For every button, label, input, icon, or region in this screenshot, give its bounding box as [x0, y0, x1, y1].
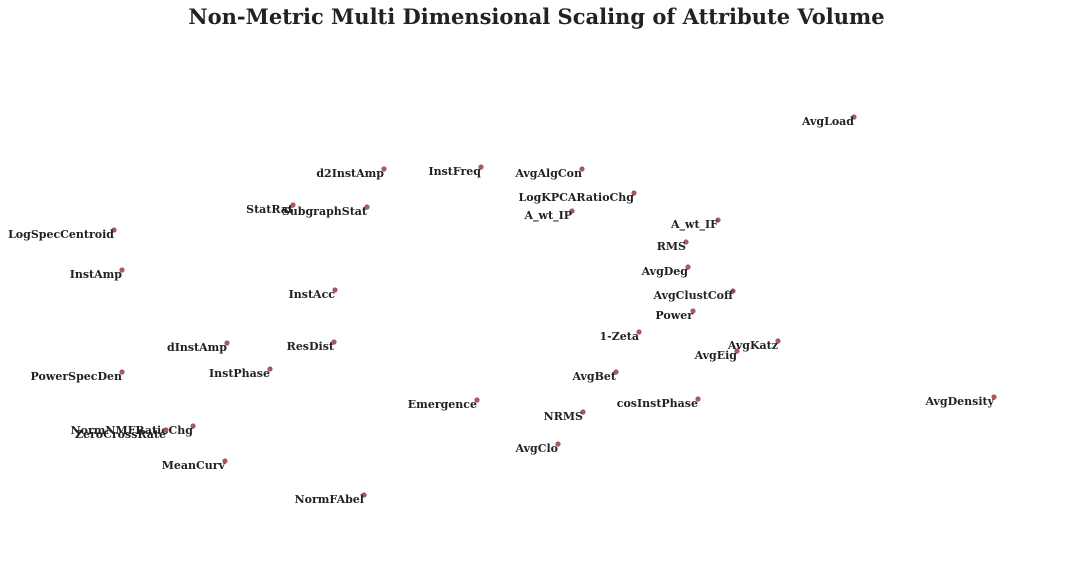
point-marker: [690, 308, 696, 314]
point-label: ResDist: [287, 340, 335, 353]
point-marker: [190, 423, 196, 429]
point-label: InstFreq: [428, 165, 481, 178]
point-label: NormFAbel: [295, 493, 364, 506]
point-marker: [332, 287, 338, 293]
point-marker: [119, 369, 125, 375]
point-label: InstAcc: [289, 288, 336, 301]
point-label: Power: [655, 309, 693, 322]
point-marker: [381, 166, 387, 172]
point-label: 1-Zeta: [600, 330, 639, 343]
point-marker: [224, 340, 230, 346]
point-label: LogKPCARatioChg: [519, 191, 635, 204]
point-marker: [685, 264, 691, 270]
point-label: Emergence: [408, 398, 477, 411]
point-marker: [555, 441, 561, 447]
points-layer: AvgLoad d2InstAmp InstFreq AvgAlgCon LogKPCA…: [8, 114, 997, 506]
point-marker: [715, 217, 721, 223]
point-label: StatRat: [246, 203, 294, 216]
point-marker: [580, 409, 586, 415]
point-label: cosInstPhase: [617, 397, 698, 410]
point-label: d2InstAmp: [316, 167, 384, 180]
point-label: PowerSpecDen: [31, 370, 122, 383]
point-label: MeanCurv: [162, 459, 226, 472]
point-label: NormNMFRatioChg: [71, 424, 194, 437]
point-label: AvgClustCoff: [653, 289, 734, 302]
point-label: InstAmp: [70, 268, 123, 281]
point-marker: [730, 288, 736, 294]
point-marker: [478, 164, 484, 170]
point-marker: [290, 202, 296, 208]
point-marker: [222, 458, 228, 464]
point-label: ZeroCrossRate: [75, 428, 166, 441]
point-label: SubgraphStat: [282, 205, 368, 218]
point-marker: [775, 338, 781, 344]
point-marker: [361, 492, 367, 498]
point-marker: [851, 114, 857, 120]
point-label: AvgDensity: [924, 395, 994, 408]
point-marker: [695, 396, 701, 402]
point-label: LogSpecCentroid: [8, 228, 114, 241]
point-label: NRMS: [544, 410, 583, 423]
point-marker: [636, 329, 642, 335]
point-label: AvgKatz: [727, 339, 778, 352]
point-marker: [734, 348, 740, 354]
point-marker: [683, 239, 689, 245]
point-label: AvgBet: [571, 370, 616, 383]
point-marker: [163, 427, 169, 433]
point-marker: [631, 190, 637, 196]
point-marker: [111, 227, 117, 233]
point-label: dInstAmp: [167, 341, 227, 354]
point-label: AvgDeg: [641, 265, 689, 278]
point-marker: [579, 166, 585, 172]
point-label: InstPhase: [209, 367, 270, 380]
point-marker: [474, 397, 480, 403]
point-marker: [364, 204, 370, 210]
point-marker: [569, 208, 575, 214]
point-label: A_wt_IP: [523, 209, 572, 223]
point-label: AvgClo: [515, 442, 558, 455]
point-marker: [991, 394, 997, 400]
point-label: AvgEig: [694, 349, 738, 362]
point-marker: [267, 366, 273, 372]
point-label: RMS: [657, 240, 686, 253]
point-marker: [119, 267, 125, 273]
point-marker: [331, 339, 337, 345]
point-marker: [613, 369, 619, 375]
point-label: A_wt_IF: [670, 218, 718, 232]
point-label: AvgAlgCon: [514, 167, 582, 180]
chart-title: Non-Metric Multi Dimensional Scaling of …: [188, 4, 885, 29]
point-label: AvgLoad: [801, 115, 854, 128]
